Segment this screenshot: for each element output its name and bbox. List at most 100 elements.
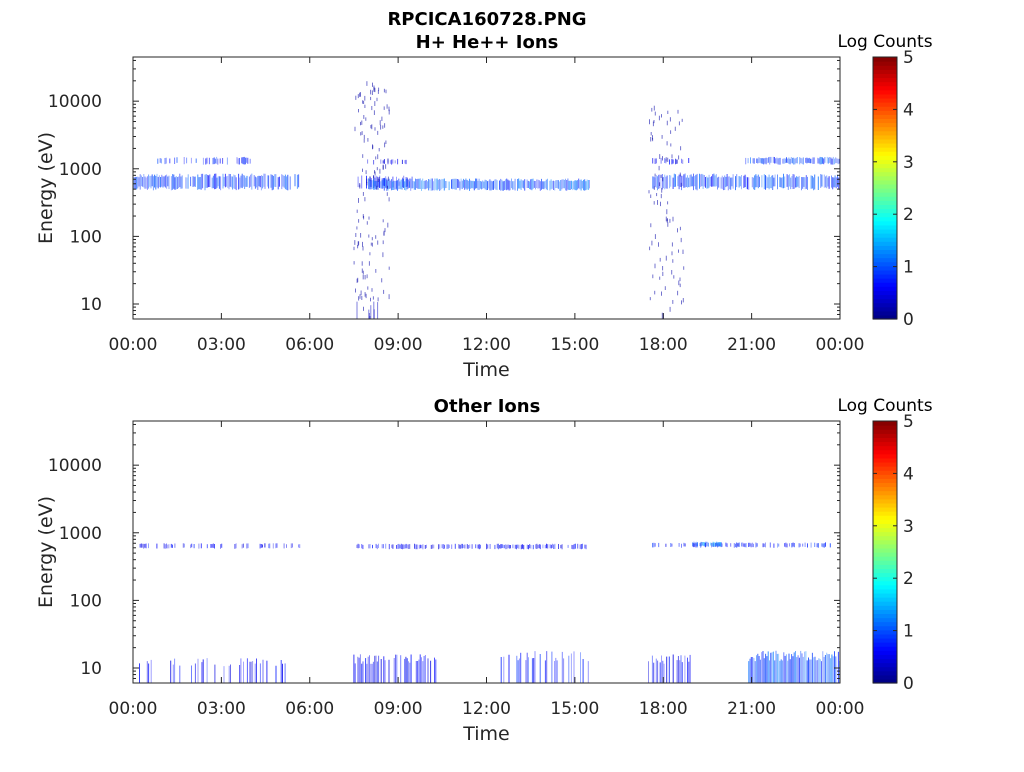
colorbar-segment: [873, 637, 897, 643]
colorbar-segment: [873, 102, 897, 107]
colorbar-tick-label: 0: [903, 674, 914, 694]
colorbar-segment: [873, 278, 897, 283]
colorbar-segment: [873, 253, 897, 259]
colorbar-segment: [873, 535, 897, 541]
colorbar-segment: [873, 490, 897, 496]
x-tick-label: 00:00: [109, 335, 158, 355]
colorbar-segment: [873, 445, 897, 451]
x-tick-label: 18:00: [639, 335, 688, 355]
colorbar-segment: [873, 584, 897, 590]
axes-frame: [132, 420, 841, 684]
colorbar-segment: [873, 196, 897, 201]
panel-h-he-ions: H+ He++ Ions 00:00 03:00 06:00 09:00 12:00 15:…: [35, 32, 933, 381]
colorbar-segment: [873, 257, 897, 263]
colorbar-tick-label: 3: [903, 517, 914, 537]
colorbar-segment: [873, 130, 897, 136]
colorbar-segment: [873, 441, 897, 447]
colorbar-segment: [873, 539, 897, 545]
data-layer: [132, 81, 841, 319]
colorbar-segment: [873, 494, 897, 500]
colorbar-segment: [873, 506, 897, 512]
colorbar-segment: [873, 425, 897, 430]
colorbar-segment: [873, 269, 897, 275]
colorbar-segment: [873, 142, 897, 148]
x-tick-label: 12:00: [462, 335, 511, 355]
colorbar-segment: [873, 314, 897, 320]
y-tick-label: 10000: [48, 92, 102, 112]
colorbar-segment: [873, 437, 897, 443]
colorbar-segment: [873, 650, 897, 655]
x-tick-label: 15:00: [550, 699, 599, 719]
colorbar-segment: [873, 433, 897, 438]
colorbar-segment: [873, 560, 897, 565]
colorbar-segment: [873, 547, 897, 553]
colorbar-segment: [873, 478, 897, 483]
colorbar-segment: [873, 261, 897, 267]
colorbar-tick-label: 0: [903, 310, 914, 330]
x-tick-label: 00:00: [109, 699, 158, 719]
colorbar-segment: [873, 449, 897, 455]
colorbar-segment: [873, 138, 897, 144]
colorbar-segment: [873, 188, 897, 193]
colorbar-tick-label: 2: [903, 569, 914, 589]
colorbar-segment: [873, 249, 897, 255]
colorbar-segment: [873, 429, 897, 434]
x-tick-label: 12:00: [462, 699, 511, 719]
colorbar-segment: [873, 77, 897, 83]
colorbar-tick-label: 1: [903, 622, 914, 642]
colorbar-segment: [873, 286, 897, 291]
colorbar-segment: [873, 118, 897, 124]
colorbar-segment: [873, 552, 897, 557]
x-tick-label: 21:00: [727, 699, 776, 719]
colorbar-tick-label: 3: [903, 153, 914, 173]
colorbar-segment: [873, 302, 897, 308]
colorbar-segment: [873, 670, 897, 676]
colorbar-segment: [873, 306, 897, 312]
colorbar-segment: [873, 474, 897, 479]
colorbar-segment: [873, 605, 897, 610]
colorbar-segment: [873, 588, 897, 594]
x-tick-label: 03:00: [197, 699, 246, 719]
colorbar-segment: [873, 228, 897, 234]
colorbar-segment: [873, 298, 897, 304]
colorbar-tick-label: 4: [903, 464, 914, 484]
colorbar-segment: [873, 453, 897, 459]
colorbar-segment: [873, 498, 897, 504]
colorbar-segment: [873, 470, 897, 475]
x-tick-label: 15:00: [550, 335, 599, 355]
colorbar-segment: [873, 179, 897, 185]
x-tick-label: 03:00: [197, 335, 246, 355]
colorbar-segment: [873, 556, 897, 561]
colorbar-segment: [873, 629, 897, 635]
y-tick-label: 100: [70, 591, 102, 611]
x-tick-label: 09:00: [374, 699, 423, 719]
colorbar-segment: [873, 543, 897, 549]
y-tick-label: 1000: [59, 524, 102, 544]
colorbar-segment: [873, 134, 897, 140]
x-tick-label: 18:00: [639, 699, 688, 719]
colorbar-segment: [873, 511, 897, 516]
x-tick-label: 06:00: [285, 699, 334, 719]
x-tick-label: 09:00: [374, 335, 423, 355]
colorbar-segment: [873, 310, 897, 316]
colorbar-segment: [873, 609, 897, 614]
x-axis-label: Time: [462, 359, 510, 381]
colorbar-segment: [873, 192, 897, 197]
colorbar-segment: [873, 666, 897, 672]
colorbar-segment: [873, 212, 897, 218]
colorbar-segment: [873, 658, 897, 664]
panel-title: Other Ions: [434, 396, 541, 417]
colorbar-segment: [873, 147, 897, 152]
colorbar-segment: [873, 486, 897, 492]
colorbar-segment: [873, 237, 897, 242]
colorbar-segment: [873, 167, 897, 173]
colorbar-segment: [873, 523, 897, 529]
colorbar-segment: [873, 122, 897, 128]
colorbar-segment: [873, 601, 897, 606]
colorbar-segment: [873, 621, 897, 627]
colorbar-segment: [873, 568, 897, 574]
x-tick-label: 00:00: [816, 335, 865, 355]
colorbar-segment: [873, 69, 897, 74]
colorbar-segment: [873, 85, 897, 91]
colorbar-segment: [873, 106, 897, 111]
